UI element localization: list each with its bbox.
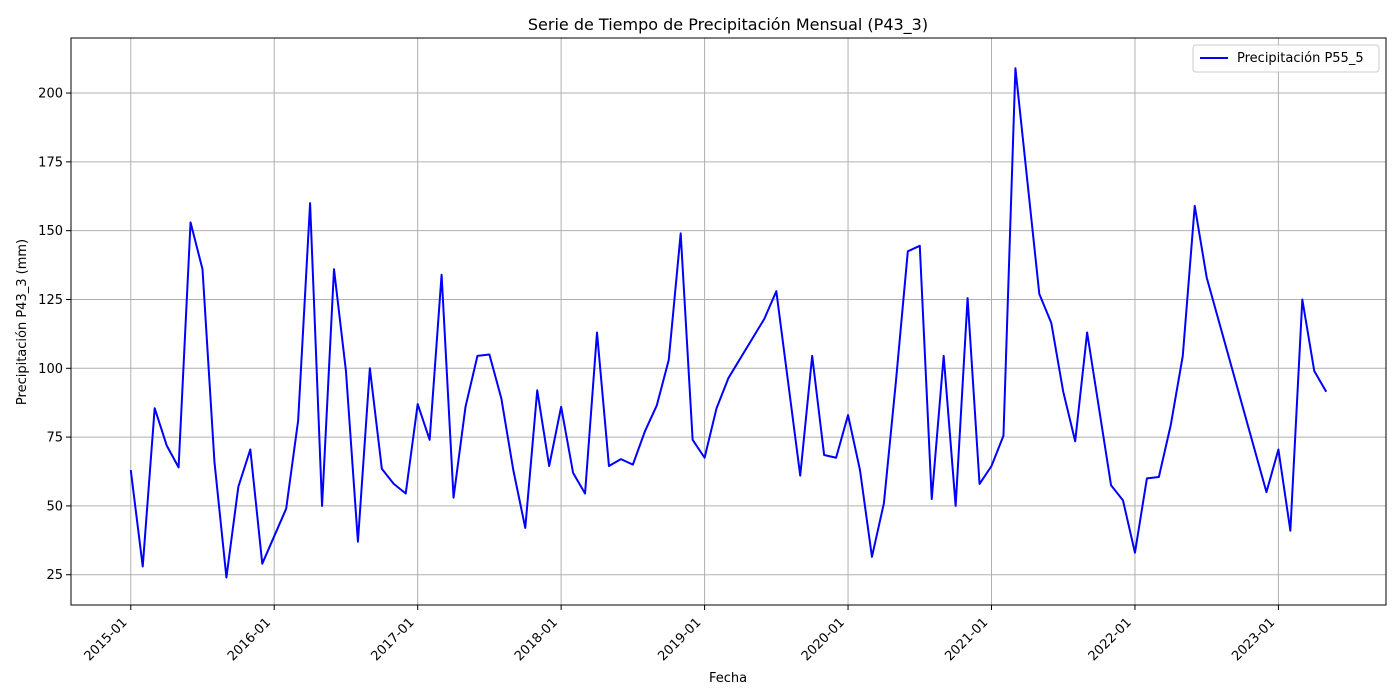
y-tick-label: 200 bbox=[38, 87, 63, 102]
y-axis-label: Precipitación P43_3 (mm) bbox=[15, 239, 30, 405]
axes bbox=[70, 37, 1387, 606]
y-axis-ticks: 25 50 75 100 125 150 175 200 bbox=[38, 87, 71, 583]
chart-title: Serie de Tiempo de Precipitación Mensual… bbox=[528, 15, 928, 35]
y-tick-label: 125 bbox=[38, 293, 63, 308]
series-lines bbox=[129, 67, 1328, 579]
legend-box bbox=[1192, 44, 1380, 73]
legend-label: Precipitación P55_5 bbox=[1237, 51, 1364, 66]
plot-area-frame bbox=[70, 37, 1387, 606]
grid-lines bbox=[71, 38, 1386, 605]
y-tick-label: 25 bbox=[46, 568, 63, 583]
y-tick-label: 75 bbox=[46, 431, 63, 446]
x-axis-label: Fecha bbox=[709, 671, 747, 686]
series-line-0 bbox=[129, 67, 1328, 579]
y-tick-label: 100 bbox=[38, 362, 63, 377]
y-tick-label: 50 bbox=[46, 499, 63, 514]
legend: Precipitación P55_5 bbox=[1192, 44, 1380, 73]
y-tick-label: 175 bbox=[38, 155, 63, 170]
y-tick-label: 150 bbox=[38, 224, 63, 239]
